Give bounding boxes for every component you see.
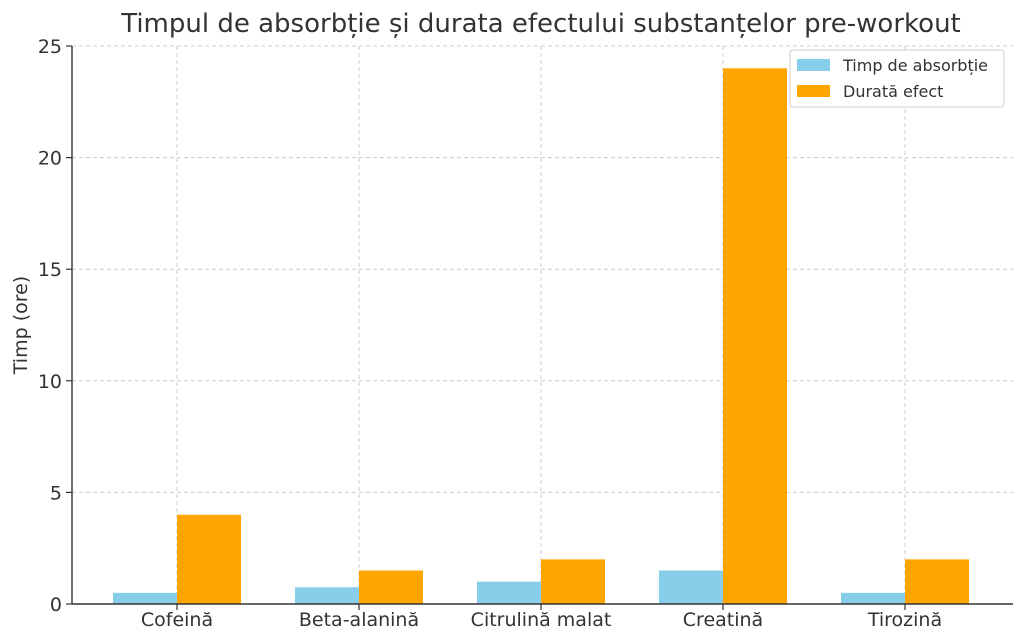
bar-durata-4 — [905, 559, 969, 604]
x-ticks: Cofeină Beta-alanină Citrulină malat Creati… — [141, 604, 942, 631]
y-tick-label-1: 5 — [50, 482, 62, 504]
x-tick-label-2: Citrulină malat — [471, 609, 612, 631]
x-tick-label-4: Tirozină — [867, 609, 942, 631]
bar-absorptie-3 — [659, 570, 723, 604]
legend-label-1: Durată efect — [843, 82, 943, 101]
bar-durata-2 — [541, 559, 605, 604]
legend-label-0: Timp de absorbție — [842, 56, 988, 75]
axes-layer — [71, 46, 1013, 605]
legend-swatch-0 — [797, 59, 830, 71]
legend-box — [789, 49, 1005, 108]
bar-durata-0 — [177, 514, 241, 604]
bars-layer — [113, 68, 969, 604]
x-tick-label-3: Creatină — [683, 609, 763, 631]
bar-absorptie-1 — [295, 587, 359, 604]
bar-absorptie-2 — [477, 581, 541, 604]
grid-layer — [72, 45, 1013, 604]
bar-durata-3 — [723, 68, 787, 604]
y-tick-label-3: 15 — [38, 259, 62, 281]
y-ticks: 0 5 10 15 20 25 — [38, 36, 72, 616]
legend-swatch-1 — [797, 85, 830, 97]
legend: Timp de absorbție Durată efect — [789, 49, 1005, 108]
y-tick-label-5: 25 — [38, 36, 62, 58]
x-tick-label-0: Cofeină — [141, 609, 213, 631]
bar-durata-1 — [359, 570, 423, 604]
y-tick-label-4: 20 — [38, 148, 62, 170]
x-tick-label-1: Beta-alanină — [299, 609, 419, 631]
bar-absorptie-4 — [841, 592, 905, 604]
bar-absorptie-0 — [113, 592, 177, 604]
chart-title: Timpul de absorbție și durata efectului … — [120, 9, 961, 39]
y-tick-label-0: 0 — [50, 594, 62, 616]
y-axis-label: Timp (ore) — [10, 276, 32, 375]
y-tick-label-2: 10 — [38, 371, 62, 393]
